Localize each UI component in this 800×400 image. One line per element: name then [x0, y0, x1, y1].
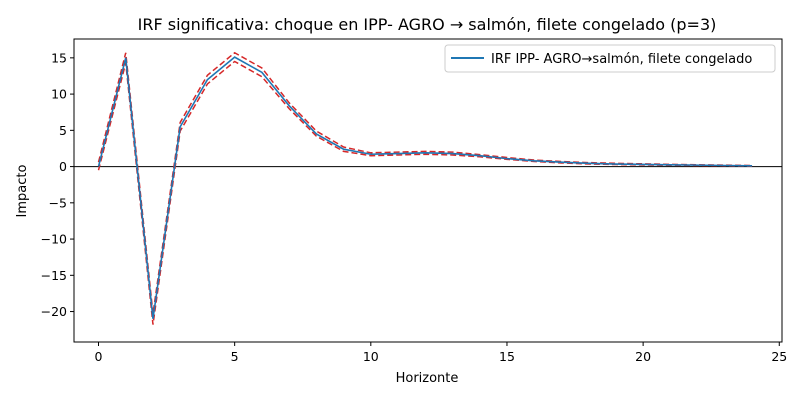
x-tick-label: 15 [499, 349, 515, 364]
y-tick-label: −10 [41, 232, 67, 247]
x-tick-label: 5 [231, 349, 239, 364]
y-tick-label: 0 [59, 159, 67, 174]
legend-label: IRF IPP- AGRO→salmón, filete congelado [491, 52, 752, 67]
y-tick-label: −15 [41, 268, 67, 283]
x-axis-label: Horizonte [396, 371, 459, 386]
legend-frame [444, 44, 776, 73]
chart-title: IRF significativa: choque en IPP- AGRO →… [138, 15, 717, 34]
x-tick-label: 25 [771, 349, 787, 364]
x-tick-label: 0 [95, 349, 103, 364]
x-tick-label: 20 [635, 349, 651, 364]
x-axis: 0 5 10 15 20 25 [95, 342, 787, 364]
y-tick-label: −20 [41, 304, 67, 319]
axes-frame [73, 38, 783, 343]
y-axis: −20 −15 −10 −5 0 5 10 15 [41, 50, 74, 319]
irf-line [97, 56, 753, 319]
y-tick-label: 15 [51, 50, 67, 65]
y-tick-label: 10 [51, 87, 67, 102]
plot-area [73, 38, 783, 343]
y-axis-label: Impacto [15, 165, 30, 218]
legend: IRF IPP- AGRO→salmón, filete congelado [444, 44, 776, 73]
y-tick-label: 5 [59, 123, 67, 138]
y-tick-label: −5 [49, 195, 67, 210]
upper-band-line [97, 51, 753, 314]
x-tick-label: 10 [363, 349, 379, 364]
